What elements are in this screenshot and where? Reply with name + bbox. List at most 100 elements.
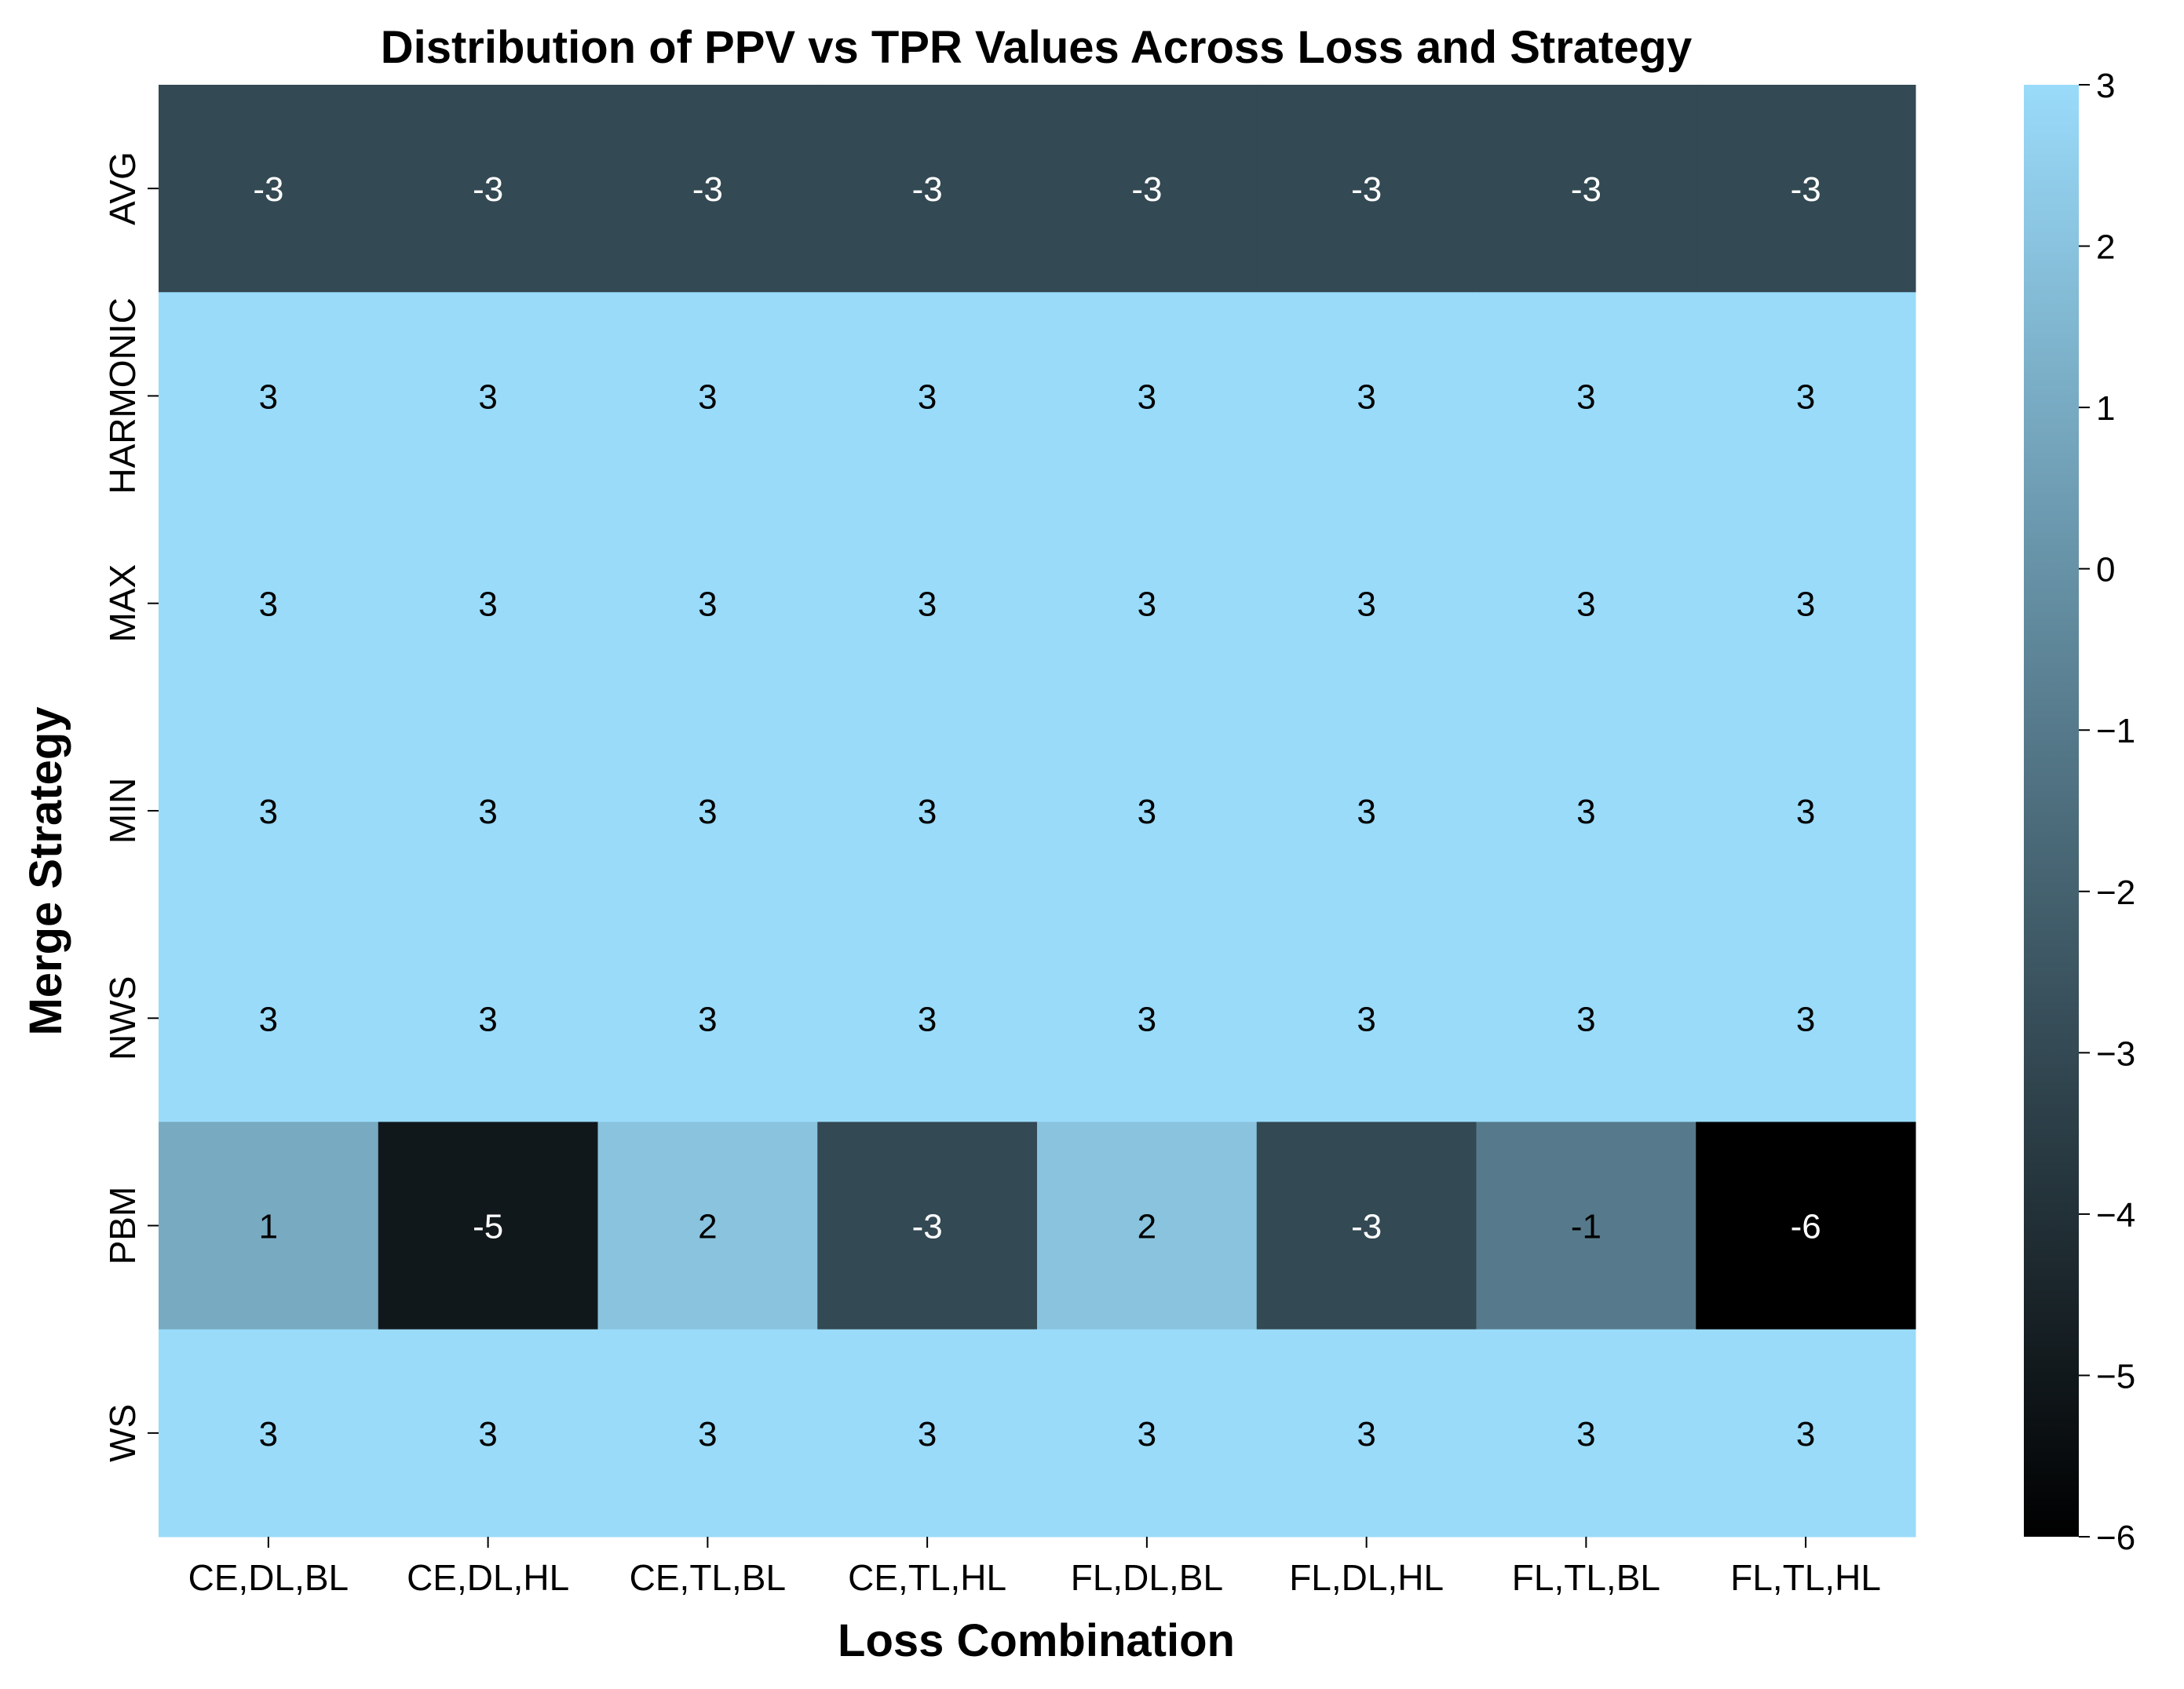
x-tick-label: CE,DL,BL <box>188 1557 349 1598</box>
cell-value-label: 2 <box>698 1208 717 1246</box>
heatmap-cell <box>1037 706 1258 915</box>
cell-value-label: 3 <box>1357 378 1375 416</box>
heatmap-cell <box>1037 85 1258 293</box>
cell-value-label: 3 <box>1138 1000 1156 1038</box>
heatmap-cell <box>1476 1329 1696 1538</box>
x-tick-label: FL,TL,BL <box>1512 1557 1660 1598</box>
heatmap-cell <box>817 1329 1038 1538</box>
cell-value-label: 3 <box>918 793 937 831</box>
cell-value-label: 3 <box>918 1000 937 1038</box>
cell-value-label: 2 <box>1138 1208 1156 1246</box>
cell-value-label: -3 <box>912 1208 943 1246</box>
heatmap-cell <box>597 85 818 293</box>
heatmap-cell <box>378 1122 598 1330</box>
heatmap-cell <box>1256 292 1477 501</box>
heatmap-cell <box>1476 85 1696 293</box>
heatmap-cell <box>1696 914 1916 1122</box>
chart-title: Distribution of PPV vs TPR Values Across… <box>381 22 1693 73</box>
cell-value-label: 3 <box>478 1000 497 1038</box>
cell-value-label: -3 <box>1131 170 1162 209</box>
cell-value-label: 3 <box>1796 378 1815 416</box>
x-axis: CE,DL,BL CE,DL,HL CE,TL,BL CE,TL,HL FL,DL,BL… <box>188 1537 1881 1598</box>
heatmap-cell <box>1037 1122 1258 1330</box>
cell-value-label: 3 <box>1138 1415 1156 1454</box>
cell-value-label: 3 <box>259 1415 278 1454</box>
heatmap-cell <box>1037 1329 1258 1538</box>
y-tick-label: WS <box>102 1404 143 1462</box>
cell-value-label: 3 <box>1796 1000 1815 1038</box>
cell-value-label: 3 <box>1576 585 1595 624</box>
heatmap-cell <box>597 1122 818 1330</box>
heatmap-cell <box>1476 914 1696 1122</box>
heatmap-cell <box>378 706 598 915</box>
cell-value-label: 3 <box>259 378 278 416</box>
heatmap-cell <box>159 914 379 1122</box>
heatmap-cell <box>1696 1329 1916 1538</box>
colorbar-tick-label: 2 <box>2096 228 2115 267</box>
colorbar-tick-label: −3 <box>2096 1034 2135 1073</box>
cell-value-label: -3 <box>473 170 503 209</box>
cell-value-label: -3 <box>253 170 283 209</box>
colorbar-tick-label: −4 <box>2096 1196 2135 1235</box>
cell-value-label: 3 <box>259 585 278 624</box>
cell-value-label: -3 <box>912 170 943 209</box>
cell-value-label: 3 <box>1138 585 1156 624</box>
heatmap-cell <box>378 914 598 1122</box>
cell-value-label: 3 <box>1138 793 1156 831</box>
heatmap-cell <box>1696 1122 1916 1330</box>
heatmap-cell <box>597 706 818 915</box>
heatmap-cell <box>1037 499 1258 708</box>
heatmap-cell <box>159 1329 379 1538</box>
cell-value-label: 3 <box>1357 1000 1375 1038</box>
heatmap-cell <box>1696 499 1916 708</box>
heatmap-cells <box>159 85 1916 1538</box>
heatmap-cell <box>1476 292 1696 501</box>
x-tick-label: CE,TL,BL <box>630 1557 786 1598</box>
y-tick-label: MAX <box>102 564 143 643</box>
y-tick-label: NWS <box>102 976 143 1060</box>
y-tick-label: PBM <box>102 1187 143 1265</box>
colorbar-tick-label: 3 <box>2096 67 2115 105</box>
cell-value-label: 3 <box>1796 793 1815 831</box>
heatmap-cell <box>159 85 379 293</box>
cell-value-label: -1 <box>1571 1208 1601 1246</box>
cell-value-label: 3 <box>698 378 717 416</box>
heatmap-cell <box>1696 292 1916 501</box>
cell-value-label: 3 <box>1357 793 1375 831</box>
heatmap-cell <box>1037 914 1258 1122</box>
cell-value-label: 3 <box>918 1415 937 1454</box>
cell-value-label: -3 <box>692 170 723 209</box>
cell-value-label: -3 <box>1571 170 1601 209</box>
y-tick-label: HARMONIC <box>102 297 143 494</box>
heatmap-cell <box>817 292 1038 501</box>
x-tick-label: FL,DL,HL <box>1289 1557 1444 1598</box>
cell-value-label: -3 <box>1791 170 1821 209</box>
heatmap-cell-labels: -3 -3 -3 -3 -3 -3 -3 -3 3 3 3 3 3 3 3 3 3 3 3 3 3 3 3 3 3 3 3 3 3 3 3 3… <box>253 170 1821 1454</box>
cell-value-label: 3 <box>1796 585 1815 624</box>
heatmap-cell <box>1256 1122 1477 1330</box>
cell-value-label: 3 <box>698 1415 717 1454</box>
heatmap-cell <box>817 706 1038 915</box>
heatmap-cell <box>817 85 1038 293</box>
heatmap-cell <box>378 1329 598 1538</box>
cell-value-label: 3 <box>1357 585 1375 624</box>
heatmap-cell <box>159 706 379 915</box>
x-tick-label: CE,DL,HL <box>407 1557 569 1598</box>
cell-value-label: 3 <box>698 1000 717 1038</box>
heatmap-cell <box>1256 85 1477 293</box>
colorbar-tick-label: −1 <box>2096 712 2135 750</box>
heatmap-cell <box>597 499 818 708</box>
cell-value-label: 3 <box>698 585 717 624</box>
cell-value-label: 3 <box>1576 1415 1595 1454</box>
cell-value-label: 3 <box>478 1415 497 1454</box>
cell-value-label: 3 <box>478 793 497 831</box>
heatmap-cell <box>159 292 379 501</box>
cell-value-label: 3 <box>698 793 717 831</box>
cell-value-label: 3 <box>1138 378 1156 416</box>
colorbar-tick-label: 1 <box>2096 389 2115 428</box>
heatmap-cell <box>1476 706 1696 915</box>
heatmap-cell <box>1696 706 1916 915</box>
cell-value-label: 3 <box>478 378 497 416</box>
cell-value-label: 3 <box>918 585 937 624</box>
y-tick-label: MIN <box>102 778 143 844</box>
